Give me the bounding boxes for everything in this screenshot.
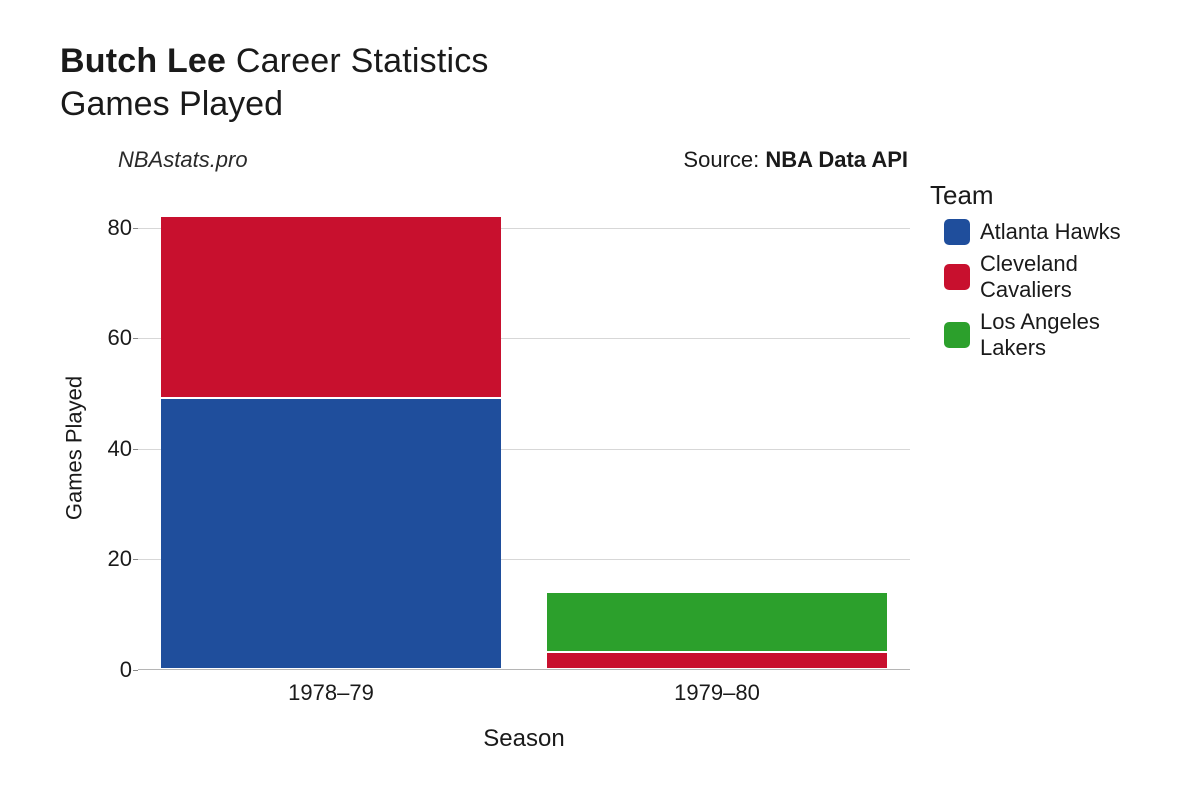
y-axis-title: Games Played xyxy=(61,376,87,520)
chart-area: Games Played 020406080 1978–791979–80 Se… xyxy=(60,200,1140,720)
bar-segment xyxy=(547,592,887,653)
y-tick-label: 80 xyxy=(100,215,132,241)
legend-swatch xyxy=(944,322,970,348)
legend-swatch xyxy=(944,219,970,245)
chart-container: Butch Lee Career Statistics Games Played… xyxy=(0,0,1200,800)
legend-item: Atlanta Hawks xyxy=(944,219,1140,245)
bar-segment xyxy=(161,398,501,669)
player-name: Butch Lee xyxy=(60,42,226,80)
meta-row: NBAstats.pro Source: NBA Data API xyxy=(118,147,908,173)
legend: Team Atlanta Hawks Cleveland Cavaliers Los… xyxy=(930,180,1140,367)
bar-segment xyxy=(161,216,501,398)
x-tick-label: 1978–79 xyxy=(288,680,374,706)
source-label: Source: NBA Data API xyxy=(683,147,908,173)
title-suffix: Career Statistics xyxy=(236,42,489,80)
legend-items: Atlanta Hawks Cleveland Cavaliers Los Ange… xyxy=(930,219,1140,361)
y-tick-label: 40 xyxy=(100,436,132,462)
x-tick-label: 1979–80 xyxy=(674,680,760,706)
plot-area xyxy=(138,200,910,670)
legend-swatch xyxy=(944,264,970,290)
legend-title: Team xyxy=(930,180,1140,211)
bar-segment xyxy=(547,652,887,669)
legend-label: Atlanta Hawks xyxy=(980,219,1121,245)
legend-label: Cleveland Cavaliers xyxy=(980,251,1140,303)
y-tick-label: 60 xyxy=(100,325,132,351)
x-axis-title: Season xyxy=(138,725,910,753)
y-tick-label: 0 xyxy=(100,657,132,683)
legend-item: Cleveland Cavaliers xyxy=(944,251,1140,303)
source-name: NBA Data API xyxy=(765,147,908,172)
y-tick-mark xyxy=(133,670,138,671)
chart-title-line1: Butch Lee Career Statistics xyxy=(60,40,1160,83)
legend-label: Los Angeles Lakers xyxy=(980,309,1140,361)
y-tick-label: 20 xyxy=(100,546,132,572)
legend-item: Los Angeles Lakers xyxy=(944,309,1140,361)
chart-title-line2: Games Played xyxy=(60,83,1160,126)
site-credit: NBAstats.pro xyxy=(118,147,248,173)
source-prefix: Source: xyxy=(683,147,759,172)
